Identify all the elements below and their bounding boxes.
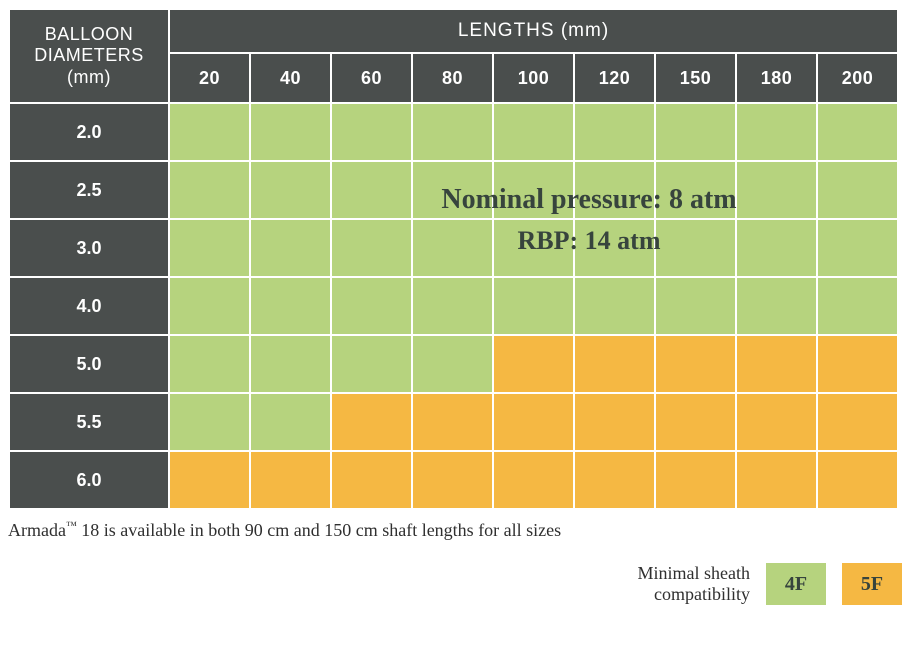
column-header: 40 <box>250 53 331 103</box>
data-cell <box>736 161 817 219</box>
data-cell <box>169 277 250 335</box>
row-header: 5.0 <box>9 335 169 393</box>
legend-label-line2: compatibility <box>654 584 750 604</box>
data-cell <box>412 393 493 451</box>
data-cell <box>331 335 412 393</box>
data-cell <box>574 393 655 451</box>
data-cell <box>817 103 898 161</box>
data-cell <box>655 161 736 219</box>
data-cell <box>250 277 331 335</box>
data-cell <box>169 451 250 509</box>
data-cell <box>493 103 574 161</box>
data-cell <box>250 393 331 451</box>
data-cell <box>574 335 655 393</box>
data-cell <box>250 451 331 509</box>
data-cell <box>817 393 898 451</box>
row-header: 2.5 <box>9 161 169 219</box>
data-cell <box>817 451 898 509</box>
row-header: 3.0 <box>9 219 169 277</box>
data-cell <box>736 277 817 335</box>
data-cell <box>169 219 250 277</box>
legend-label-line1: Minimal sheath <box>638 563 750 583</box>
legend-label: Minimal sheath compatibility <box>638 563 750 604</box>
row-header: 6.0 <box>9 451 169 509</box>
data-cell <box>331 277 412 335</box>
data-cell <box>331 393 412 451</box>
data-cell <box>493 161 574 219</box>
data-cell <box>331 161 412 219</box>
data-cell <box>817 277 898 335</box>
data-cell <box>574 277 655 335</box>
compatibility-table: BALLOONDIAMETERS(mm)LENGTHS (mm)20406080… <box>8 8 902 510</box>
data-cell <box>493 219 574 277</box>
header-diameters: BALLOONDIAMETERS(mm) <box>9 9 169 103</box>
data-cell <box>655 393 736 451</box>
data-cell <box>493 277 574 335</box>
row-header: 2.0 <box>9 103 169 161</box>
footnote-rest: 18 is available in both 90 cm and 150 cm… <box>77 520 561 540</box>
data-cell <box>250 219 331 277</box>
data-cell <box>169 393 250 451</box>
data-cell <box>736 103 817 161</box>
legend: Minimal sheath compatibility 4F 5F <box>8 563 902 605</box>
data-cell <box>169 161 250 219</box>
column-header: 60 <box>331 53 412 103</box>
column-header: 150 <box>655 53 736 103</box>
data-cell <box>655 335 736 393</box>
data-cell <box>493 335 574 393</box>
data-cell <box>412 219 493 277</box>
data-cell <box>574 103 655 161</box>
data-cell <box>412 161 493 219</box>
data-cell <box>331 219 412 277</box>
data-cell <box>169 103 250 161</box>
footnote: Armada™ 18 is available in both 90 cm an… <box>8 520 902 541</box>
data-cell <box>412 335 493 393</box>
legend-swatch: 5F <box>842 563 902 605</box>
data-cell <box>817 335 898 393</box>
column-header: 120 <box>574 53 655 103</box>
row-header: 4.0 <box>9 277 169 335</box>
legend-items: 4F 5F <box>766 563 902 605</box>
data-cell <box>250 103 331 161</box>
data-cell <box>817 219 898 277</box>
footnote-prefix: Armada <box>8 520 66 540</box>
row-header: 5.5 <box>9 393 169 451</box>
data-cell <box>574 161 655 219</box>
data-cell <box>655 277 736 335</box>
data-cell <box>736 451 817 509</box>
column-header: 100 <box>493 53 574 103</box>
data-cell <box>250 335 331 393</box>
column-header: 200 <box>817 53 898 103</box>
column-header: 180 <box>736 53 817 103</box>
data-cell <box>331 103 412 161</box>
data-cell <box>736 219 817 277</box>
data-cell <box>412 451 493 509</box>
data-cell <box>412 103 493 161</box>
data-cell <box>655 103 736 161</box>
data-cell <box>493 393 574 451</box>
header-lengths-title: LENGTHS (mm) <box>169 9 898 53</box>
trademark-symbol: ™ <box>66 520 77 532</box>
data-cell <box>493 451 574 509</box>
data-cell <box>412 277 493 335</box>
legend-swatch: 4F <box>766 563 826 605</box>
data-cell <box>331 451 412 509</box>
data-cell <box>655 451 736 509</box>
data-cell <box>250 161 331 219</box>
data-cell <box>574 451 655 509</box>
data-cell <box>655 219 736 277</box>
data-cell <box>736 393 817 451</box>
data-cell <box>736 335 817 393</box>
data-cell <box>817 161 898 219</box>
data-cell <box>574 219 655 277</box>
data-cell <box>169 335 250 393</box>
column-header: 20 <box>169 53 250 103</box>
column-header: 80 <box>412 53 493 103</box>
